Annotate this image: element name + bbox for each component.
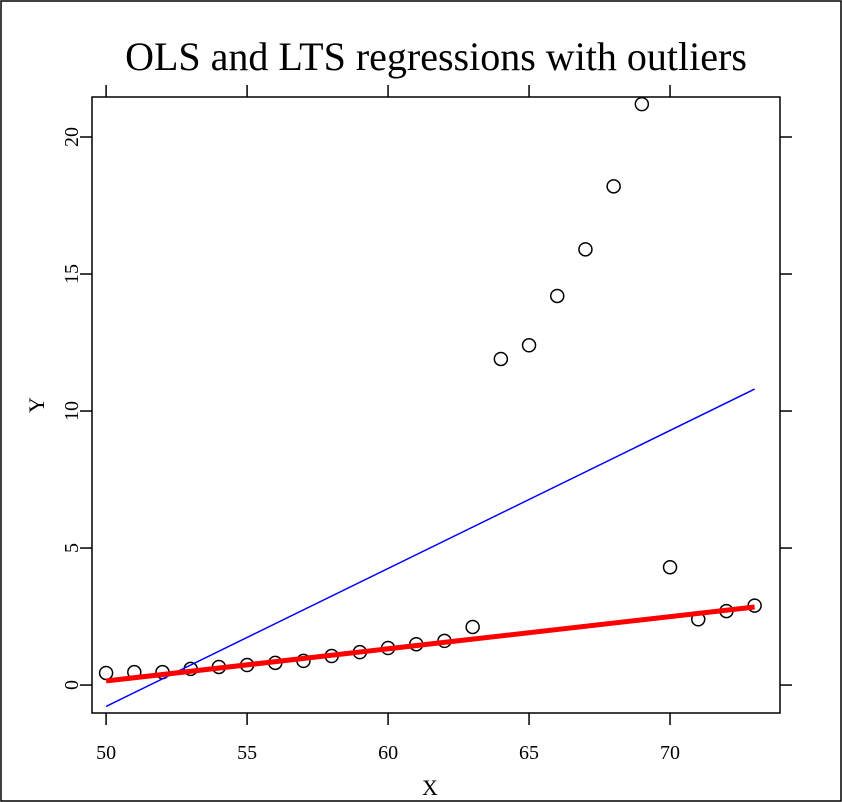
point	[634, 96, 650, 112]
point	[98, 665, 114, 681]
y-tick-label: 5	[61, 543, 83, 553]
y-tick-label: 10	[61, 401, 83, 421]
plot-box	[91, 96, 781, 714]
x-tick-label: 70	[660, 742, 680, 764]
point	[521, 338, 537, 353]
regression-line	[105, 388, 755, 708]
point	[493, 351, 509, 367]
point	[465, 619, 480, 635]
chart-title: OLS and LTS regressions with outliers	[125, 34, 747, 79]
point	[549, 288, 565, 304]
y-tick-label: 20	[61, 127, 83, 147]
x-tick-label: 65	[519, 742, 539, 764]
y-axis-label: Y	[24, 397, 49, 413]
x-tick-label: 55	[237, 742, 257, 764]
x-axis-label: X	[422, 775, 438, 800]
y-tick-label: 0	[61, 680, 83, 690]
point	[578, 242, 593, 257]
point	[662, 559, 678, 575]
regression-line	[105, 604, 755, 684]
x-tick-label: 60	[378, 742, 398, 764]
y-tick-label: 15	[61, 264, 83, 284]
point	[606, 179, 621, 194]
x-tick-label: 50	[96, 742, 116, 764]
